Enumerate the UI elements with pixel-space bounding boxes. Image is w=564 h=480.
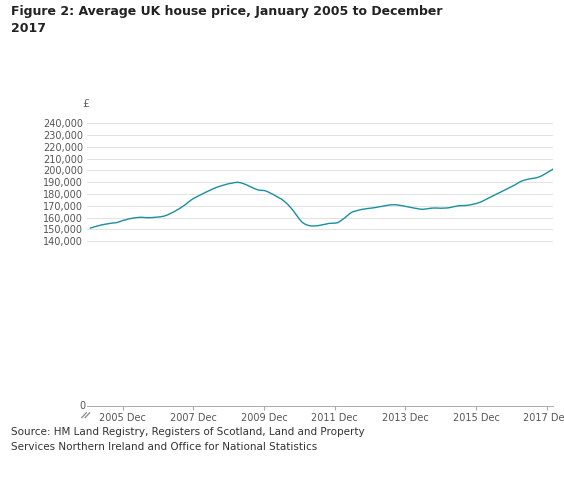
Text: Source: HM Land Registry, Registers of Scotland, Land and Property
Services Nort: Source: HM Land Registry, Registers of S… bbox=[11, 427, 365, 452]
Text: £: £ bbox=[83, 99, 90, 109]
Text: Figure 2: Average UK house price, January 2005 to December
2017: Figure 2: Average UK house price, Januar… bbox=[11, 5, 443, 35]
Text: 0: 0 bbox=[79, 401, 85, 410]
